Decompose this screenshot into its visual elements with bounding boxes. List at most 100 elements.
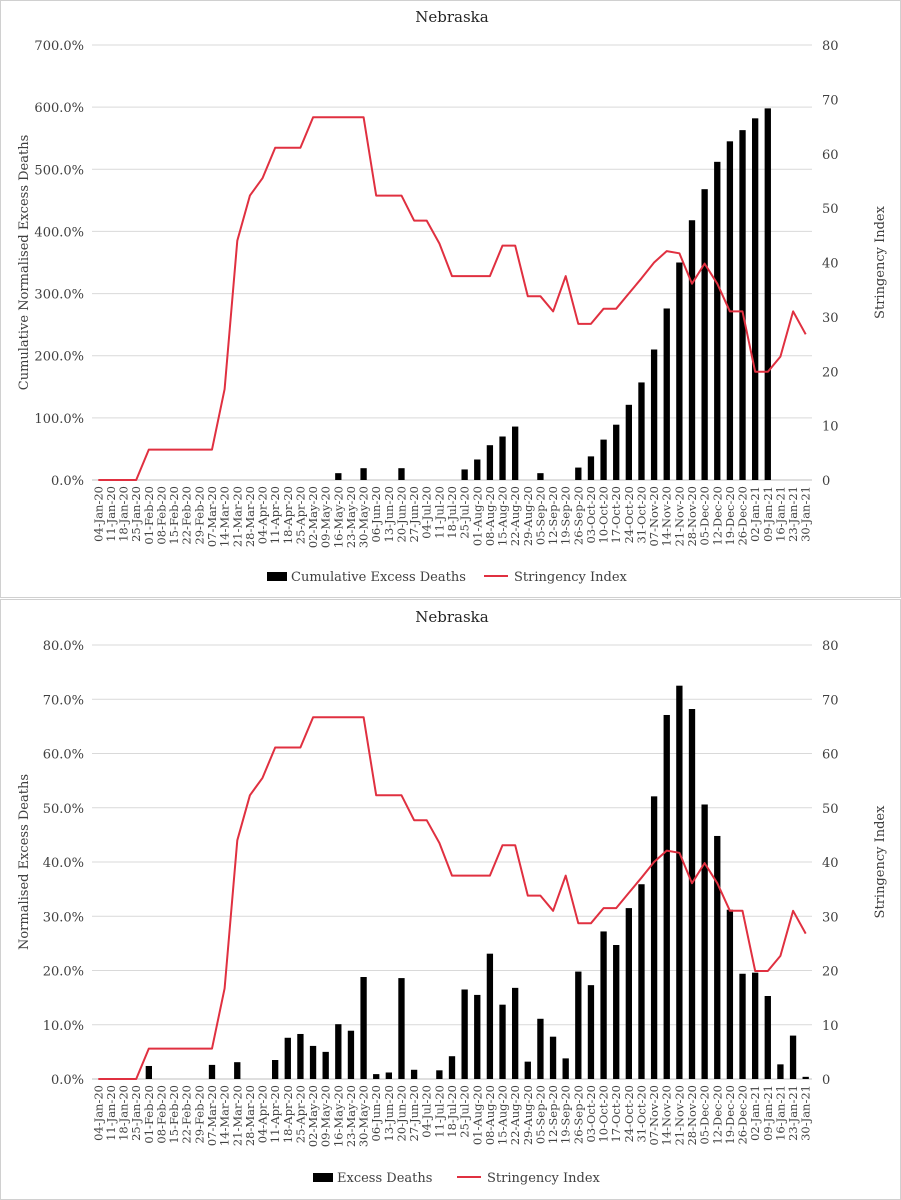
x-tick-label: 31-Oct-20 xyxy=(634,486,648,544)
bar xyxy=(398,978,405,1079)
bar xyxy=(676,262,683,480)
x-tick-label: 10-Oct-20 xyxy=(597,486,611,544)
x-tick-label: 29-Feb-20 xyxy=(192,486,206,545)
bar xyxy=(600,931,607,1079)
x-tick-label: 22-Feb-20 xyxy=(180,1085,194,1144)
x-tick-label: 20-Jun-20 xyxy=(394,486,408,542)
x-tick-label: 23-May-20 xyxy=(344,486,358,548)
x-tick-label: 14-Mar-20 xyxy=(218,486,232,547)
x-tick-label: 16-May-20 xyxy=(331,486,345,548)
x-tick-label: 29-Aug-20 xyxy=(521,486,535,546)
x-tick-label: 28-Mar-20 xyxy=(243,1085,257,1146)
bar xyxy=(373,1074,380,1079)
x-tick-label: 10-Oct-20 xyxy=(597,1085,611,1143)
x-tick-label: 04-Apr-20 xyxy=(256,486,270,544)
bar xyxy=(360,468,367,480)
legend-label-line: Stringency Index xyxy=(514,570,628,585)
x-tick-label: 17-Oct-20 xyxy=(609,1085,623,1143)
x-tick-label: 11-Jan-20 xyxy=(104,486,118,542)
x-tick-label: 04-Jul-20 xyxy=(420,1085,434,1138)
bar xyxy=(739,130,746,480)
x-tick-label: 20-Jun-20 xyxy=(394,1085,408,1141)
legend-label-bars: Excess Deaths xyxy=(337,1171,432,1186)
bar xyxy=(499,1004,506,1079)
bar xyxy=(739,973,746,1079)
x-tick-label: 11-Apr-20 xyxy=(268,486,282,544)
x-tick-label: 19-Dec-20 xyxy=(723,1085,737,1145)
bar xyxy=(512,426,519,480)
legend-swatch-bars xyxy=(313,1173,333,1182)
y-tick-label: 80.0% xyxy=(43,639,84,654)
x-tick-label: 04-Jul-20 xyxy=(420,486,434,539)
y-axis-label: Cumulative Normalised Excess Deaths xyxy=(17,135,32,391)
bar xyxy=(537,473,544,480)
x-tick-label: 21-Nov-20 xyxy=(672,1085,686,1146)
bar xyxy=(663,714,670,1079)
x-tick-label: 12-Dec-20 xyxy=(710,1085,724,1145)
x-tick-label: 23-Jan-21 xyxy=(786,1085,800,1141)
bar xyxy=(587,985,595,1079)
x-tick-label: 13-Jun-20 xyxy=(382,1085,396,1141)
bar xyxy=(714,161,721,481)
x-tick-label: 27-Jun-20 xyxy=(407,1085,421,1141)
bar xyxy=(752,118,759,480)
bar xyxy=(360,977,367,1079)
y2-tick-label: 20 xyxy=(822,965,839,980)
x-tick-label: 16-Jan-21 xyxy=(773,486,787,542)
x-tick-label: 23-May-20 xyxy=(344,1085,358,1147)
x-tick-label: 07-Mar-20 xyxy=(205,1085,219,1146)
bar xyxy=(688,709,696,1079)
y2-axis-label: Stringency Index xyxy=(873,205,888,319)
y2-tick-label: 20 xyxy=(822,365,839,380)
x-tick-label: 07-Nov-20 xyxy=(647,1085,661,1146)
x-tick-label: 02-Jan-21 xyxy=(748,486,762,542)
x-tick-label: 03-Oct-20 xyxy=(584,486,598,544)
x-tick-label: 08-Aug-20 xyxy=(483,1085,497,1145)
bar xyxy=(234,1062,241,1079)
chart-title: Nebraska xyxy=(415,608,489,626)
bar xyxy=(575,971,582,1079)
x-tick-label: 01-Feb-20 xyxy=(142,1085,156,1144)
x-tick-label: 01-Aug-20 xyxy=(470,1085,484,1145)
x-tick-label: 22-Aug-20 xyxy=(508,486,522,546)
y-tick-label: 70.0% xyxy=(43,693,84,708)
x-tick-label: 25-Apr-20 xyxy=(293,1085,307,1143)
x-tick-label: 24-Oct-20 xyxy=(622,1085,636,1143)
y2-tick-label: 60 xyxy=(822,748,839,763)
x-tick-label: 09-Jan-21 xyxy=(761,486,775,542)
x-tick-label: 14-Nov-20 xyxy=(660,1085,674,1146)
x-tick-label: 22-Feb-20 xyxy=(180,486,194,545)
x-tick-label: 18-Jan-20 xyxy=(117,486,131,542)
x-tick-label: 03-Oct-20 xyxy=(584,1085,598,1143)
x-tick-label: 19-Sep-20 xyxy=(559,1085,573,1144)
x-tick-label: 07-Nov-20 xyxy=(647,486,661,547)
x-tick-label: 30-May-20 xyxy=(357,1085,371,1147)
x-tick-label: 05-Sep-20 xyxy=(533,1085,547,1144)
x-tick-label: 15-Feb-20 xyxy=(167,486,181,545)
y2-axis-label: Stringency Index xyxy=(873,805,888,919)
x-tick-label: 29-Feb-20 xyxy=(192,1085,206,1144)
bar xyxy=(663,308,670,480)
bar xyxy=(208,1064,216,1079)
y-tick-label: 40.0% xyxy=(43,856,84,871)
bar xyxy=(297,1033,304,1079)
bar xyxy=(638,382,645,480)
y2-tick-label: 0 xyxy=(822,1073,830,1088)
y-tick-label: 700.0% xyxy=(34,39,84,54)
y2-tick-label: 80 xyxy=(822,639,839,654)
x-tick-label: 22-Aug-20 xyxy=(508,1085,522,1145)
y-tick-label: 30.0% xyxy=(43,910,84,925)
x-tick-label: 05-Sep-20 xyxy=(533,486,547,545)
x-tick-label: 19-Dec-20 xyxy=(723,486,737,546)
bar xyxy=(537,1018,544,1079)
legend-swatch-bars xyxy=(267,572,287,581)
x-tick-label: 08-Feb-20 xyxy=(154,486,168,545)
bar xyxy=(549,1036,557,1079)
bar xyxy=(474,994,481,1079)
x-tick-label: 01-Feb-20 xyxy=(142,486,156,545)
x-tick-label: 08-Aug-20 xyxy=(483,486,497,546)
x-tick-label: 16-May-20 xyxy=(331,1085,345,1147)
x-tick-label: 25-Jul-20 xyxy=(458,1085,472,1138)
x-tick-label: 18-Apr-20 xyxy=(281,1085,295,1143)
